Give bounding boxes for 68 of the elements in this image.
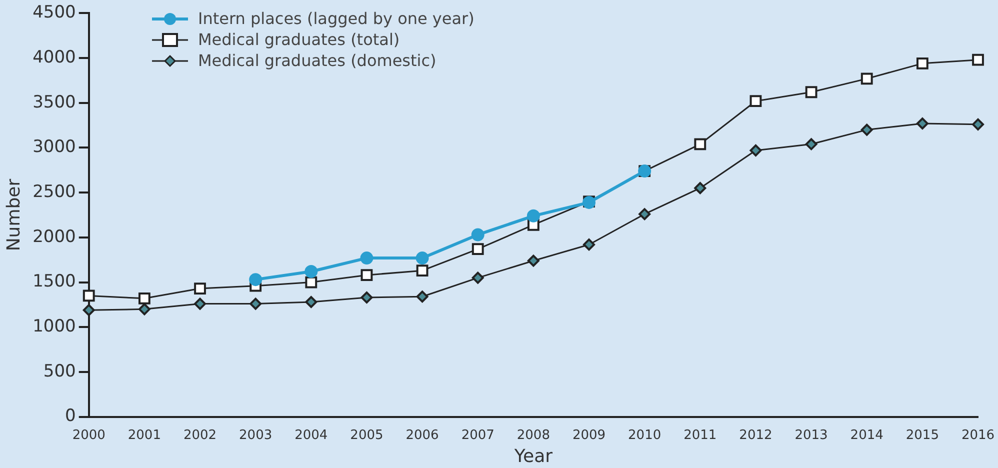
point <box>526 209 540 222</box>
point <box>860 124 873 136</box>
x-tick-label: 2014 <box>850 428 884 443</box>
x-tick-label: 2016 <box>961 428 995 443</box>
x-tick-label: 2015 <box>906 428 939 443</box>
point <box>750 144 762 156</box>
point <box>305 296 318 308</box>
point <box>694 138 706 150</box>
point <box>138 292 150 304</box>
point <box>805 86 818 98</box>
legend-label: Medical graduates (domestic) <box>198 50 436 71</box>
x-tick-label: 2011 <box>684 428 717 443</box>
point <box>304 265 318 278</box>
y-tick-label: 500 <box>43 361 76 382</box>
y-tick-label: 3000 <box>32 137 76 158</box>
point <box>82 290 95 302</box>
x-tick-label: 2006 <box>406 428 439 443</box>
y-tick-label: 3500 <box>32 92 76 112</box>
point <box>416 290 428 303</box>
point <box>471 228 484 242</box>
point <box>416 264 428 277</box>
x-tick-label: 2013 <box>794 428 828 443</box>
legend-label: Intern places (lagged by one year) <box>198 8 474 29</box>
x-tick-label: 2003 <box>239 428 272 443</box>
point <box>360 269 373 282</box>
x-tick-label: 2008 <box>516 428 550 443</box>
x-tick-label: 2002 <box>183 428 217 443</box>
x-tick-label: 2010 <box>628 428 662 443</box>
point <box>972 118 984 130</box>
point <box>250 298 262 310</box>
x-axis-title: Year <box>513 446 554 467</box>
legend-label: Medical graduates (total) <box>198 29 400 50</box>
point <box>360 292 373 304</box>
y-tick-label: 0 <box>65 406 76 426</box>
x-tick-label: 2009 <box>572 428 606 443</box>
x-tick-label: 2000 <box>72 428 106 443</box>
point <box>249 273 262 286</box>
point <box>360 252 374 265</box>
x-tick-label: 2012 <box>739 428 772 443</box>
point <box>805 138 818 150</box>
y-tick-label: 2500 <box>32 182 76 202</box>
point <box>194 298 206 310</box>
point <box>860 72 873 85</box>
point <box>305 276 318 288</box>
point <box>527 254 540 267</box>
y-tick-label: 4000 <box>32 47 76 68</box>
point <box>916 118 928 130</box>
point <box>972 54 984 66</box>
y-tick-label: 1500 <box>32 272 76 292</box>
point <box>916 57 928 70</box>
point <box>82 304 95 316</box>
point <box>138 303 150 316</box>
point <box>583 238 596 251</box>
y-tick-label: 4500 <box>32 2 76 23</box>
point <box>472 272 484 284</box>
point <box>694 182 706 194</box>
x-tick-label: 2004 <box>294 428 328 443</box>
y-tick-label: 2000 <box>32 226 76 247</box>
point <box>416 252 429 265</box>
point <box>472 243 484 256</box>
point <box>194 282 206 294</box>
x-tick-label: 2001 <box>128 428 161 443</box>
x-tick-label: 2005 <box>350 428 384 443</box>
point <box>638 208 651 220</box>
y-tick-label: 1000 <box>32 316 76 337</box>
y-axis-title: Number <box>3 178 24 252</box>
x-tick-label: 2007 <box>461 428 494 443</box>
point <box>750 95 762 108</box>
